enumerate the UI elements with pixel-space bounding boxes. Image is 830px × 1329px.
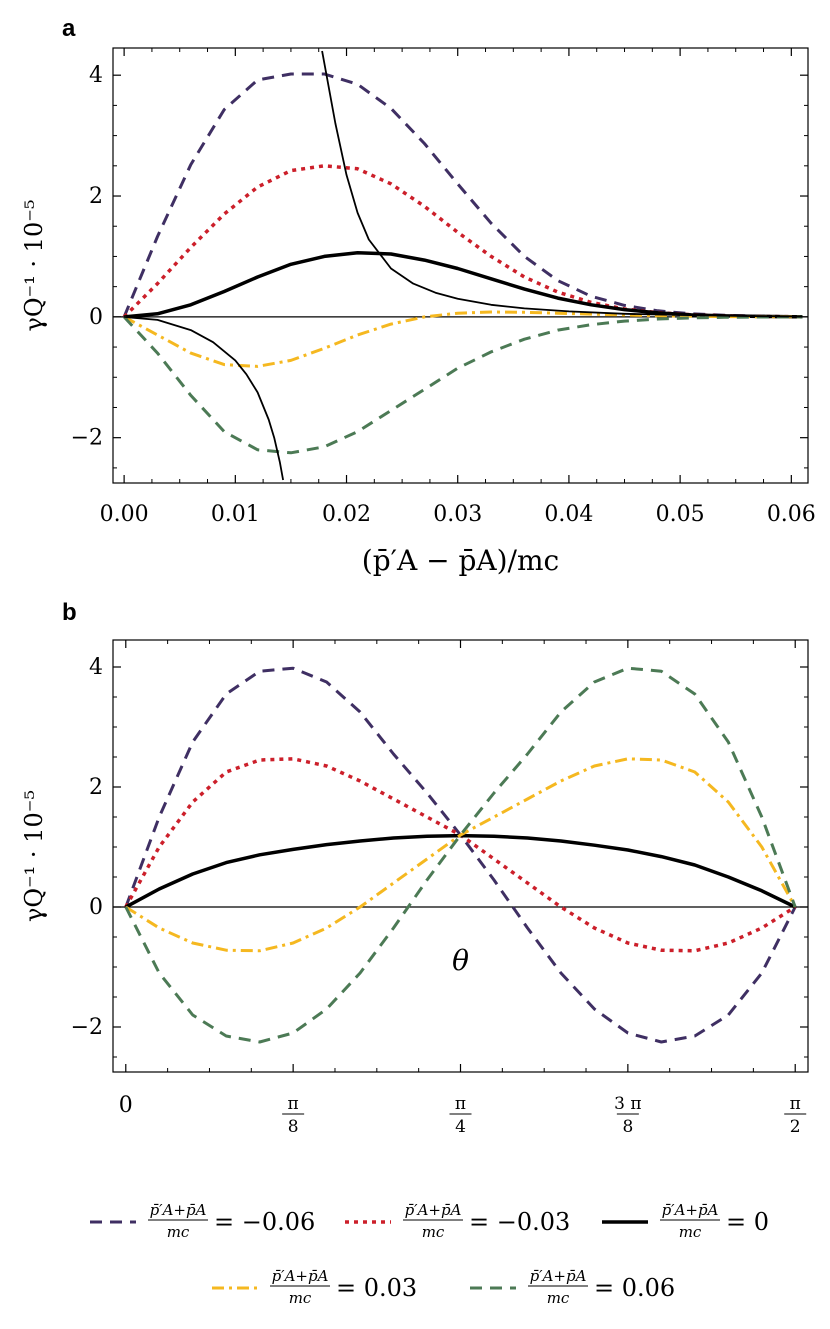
y-tick-label: 4 — [89, 63, 103, 88]
x-tick-numerator: π — [288, 1094, 299, 1114]
series-line-0-06 — [124, 666, 797, 1044]
legend-entry: p̄′A+p̄A mc = −0.06 — [90, 1201, 315, 1241]
x-tick-label: 0.00 — [100, 502, 149, 527]
legend-value: = −0.06 — [214, 1208, 315, 1236]
x-tick-label: 0.01 — [211, 502, 260, 527]
legend-value: = 0.06 — [594, 1274, 675, 1302]
legend-denominator: mc — [289, 1289, 312, 1307]
series-line-0 — [124, 833, 796, 909]
panel-b: b −2 0 2 4 0 π 8 π 4 3 π 8 π 2 γQ⁻¹ · 10⁻⁵ θ — [20, 599, 809, 1137]
x-tick-numerator: π — [455, 1094, 466, 1114]
x-tick-label: 0.06 — [767, 502, 816, 527]
y-tick-label: −2 — [71, 426, 103, 451]
y-tick-label: 0 — [89, 895, 103, 920]
x-tick-label: 0.04 — [544, 502, 593, 527]
y-axis-title: γQ⁻¹ · 10⁻⁵ — [20, 199, 48, 331]
legend-value: = −0.03 — [469, 1208, 570, 1236]
legend-numerator: p̄′A+p̄A — [662, 1201, 719, 1219]
series-line--0-06 — [124, 666, 797, 1044]
x-tick-numerator: π — [790, 1094, 801, 1114]
legend-entry: p̄′A+p̄A mc = −0.03 — [345, 1201, 570, 1241]
series-group — [124, 666, 797, 1044]
legend-numerator: p̄′A+p̄A — [150, 1201, 207, 1219]
series-line--0-06 — [122, 72, 803, 319]
y-tick-label: 4 — [89, 655, 103, 680]
panel-label: b — [62, 599, 77, 626]
x-tick-denominator: 4 — [455, 1117, 466, 1137]
x-tick-denominator: 8 — [622, 1117, 633, 1137]
legend-entry: p̄′A+p̄A mc = 0.06 — [470, 1267, 675, 1307]
legend-entry: p̄′A+p̄A mc = 0 — [602, 1201, 769, 1241]
plot-frame — [112, 47, 809, 484]
series-line-0-06 — [122, 315, 803, 455]
series-line--0-03 — [124, 757, 797, 953]
x-tick-label: 0.03 — [433, 502, 482, 527]
series-line-0 — [123, 251, 803, 319]
legend-value: = 0.03 — [336, 1274, 417, 1302]
legend-entry: p̄′A+p̄A mc = 0.03 — [212, 1267, 417, 1307]
panel-a: a −2 0 2 4 0.00 0.01 0.02 0.03 0.04 0.05 0.06 γQ⁻¹ ·… — [20, 15, 816, 577]
x-axis-title: θ — [452, 944, 469, 977]
y-tick-label: 2 — [89, 775, 103, 800]
x-tick-numerator: 3 π — [614, 1094, 641, 1114]
legend-numerator: p̄′A+p̄A — [405, 1201, 462, 1219]
series-line-0-03 — [123, 310, 803, 368]
x-tick-denominator: 2 — [790, 1117, 801, 1137]
series-line-upper-boundary — [321, 50, 803, 318]
legend-denominator: mc — [679, 1223, 702, 1241]
series-line-0-03 — [125, 757, 797, 953]
x-tick-label: 0.02 — [322, 502, 371, 527]
y-tick-label: 2 — [89, 184, 103, 209]
y-tick-label: −2 — [71, 1015, 103, 1040]
panel-label: a — [62, 15, 76, 42]
x-tick-denominator: 8 — [288, 1117, 299, 1137]
series-line-lower-boundary — [124, 316, 284, 481]
series-group — [122, 50, 803, 481]
legend: p̄′A+p̄Amc = −0.06 p̄′A+p̄Amc = −0.03 p̄′A+p… — [90, 1201, 769, 1307]
y-axis-title: γQ⁻¹ · 10⁻⁵ — [20, 790, 48, 922]
legend-denominator: mc — [167, 1223, 190, 1241]
legend-numerator: p̄′A+p̄A — [530, 1267, 587, 1285]
legend-numerator: p̄′A+p̄A — [272, 1267, 329, 1285]
x-tick-label: 0.05 — [656, 502, 705, 527]
x-tick-label: 0 — [119, 1093, 133, 1118]
legend-denominator: mc — [422, 1223, 445, 1241]
legend-denominator: mc — [547, 1289, 570, 1307]
x-axis-title: (p̄′A − p̄A)/mc — [362, 544, 559, 577]
y-tick-label: 0 — [89, 305, 103, 330]
series-line--0-03 — [122, 164, 803, 319]
legend-value: = 0 — [726, 1208, 769, 1236]
